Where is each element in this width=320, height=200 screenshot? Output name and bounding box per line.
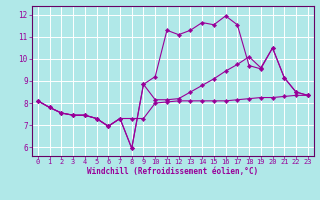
X-axis label: Windchill (Refroidissement éolien,°C): Windchill (Refroidissement éolien,°C) [87, 167, 258, 176]
